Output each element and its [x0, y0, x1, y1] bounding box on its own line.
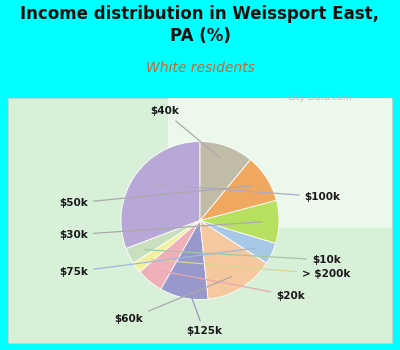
Wedge shape — [200, 220, 276, 263]
Text: $30k: $30k — [59, 222, 262, 240]
Text: $60k: $60k — [114, 277, 232, 324]
Wedge shape — [161, 220, 208, 300]
Wedge shape — [140, 220, 200, 289]
FancyBboxPatch shape — [8, 98, 392, 343]
Text: $20k: $20k — [162, 271, 305, 301]
Wedge shape — [126, 220, 200, 263]
Text: $40k: $40k — [150, 106, 220, 158]
Text: > $200k: > $200k — [151, 259, 351, 279]
Text: $125k: $125k — [186, 287, 222, 336]
FancyBboxPatch shape — [168, 98, 392, 228]
Wedge shape — [134, 220, 200, 272]
Wedge shape — [200, 160, 276, 220]
Text: $50k: $50k — [59, 186, 252, 208]
Text: $100k: $100k — [150, 184, 340, 202]
Text: $10k: $10k — [145, 250, 341, 265]
Text: City-Data.com: City-Data.com — [288, 93, 352, 102]
Text: White residents: White residents — [146, 61, 254, 75]
Text: Income distribution in Weissport East,
PA (%): Income distribution in Weissport East, P… — [20, 5, 380, 46]
Wedge shape — [121, 141, 200, 248]
Wedge shape — [200, 141, 250, 220]
Wedge shape — [200, 220, 266, 299]
Text: $75k: $75k — [59, 248, 256, 277]
Wedge shape — [200, 200, 279, 243]
